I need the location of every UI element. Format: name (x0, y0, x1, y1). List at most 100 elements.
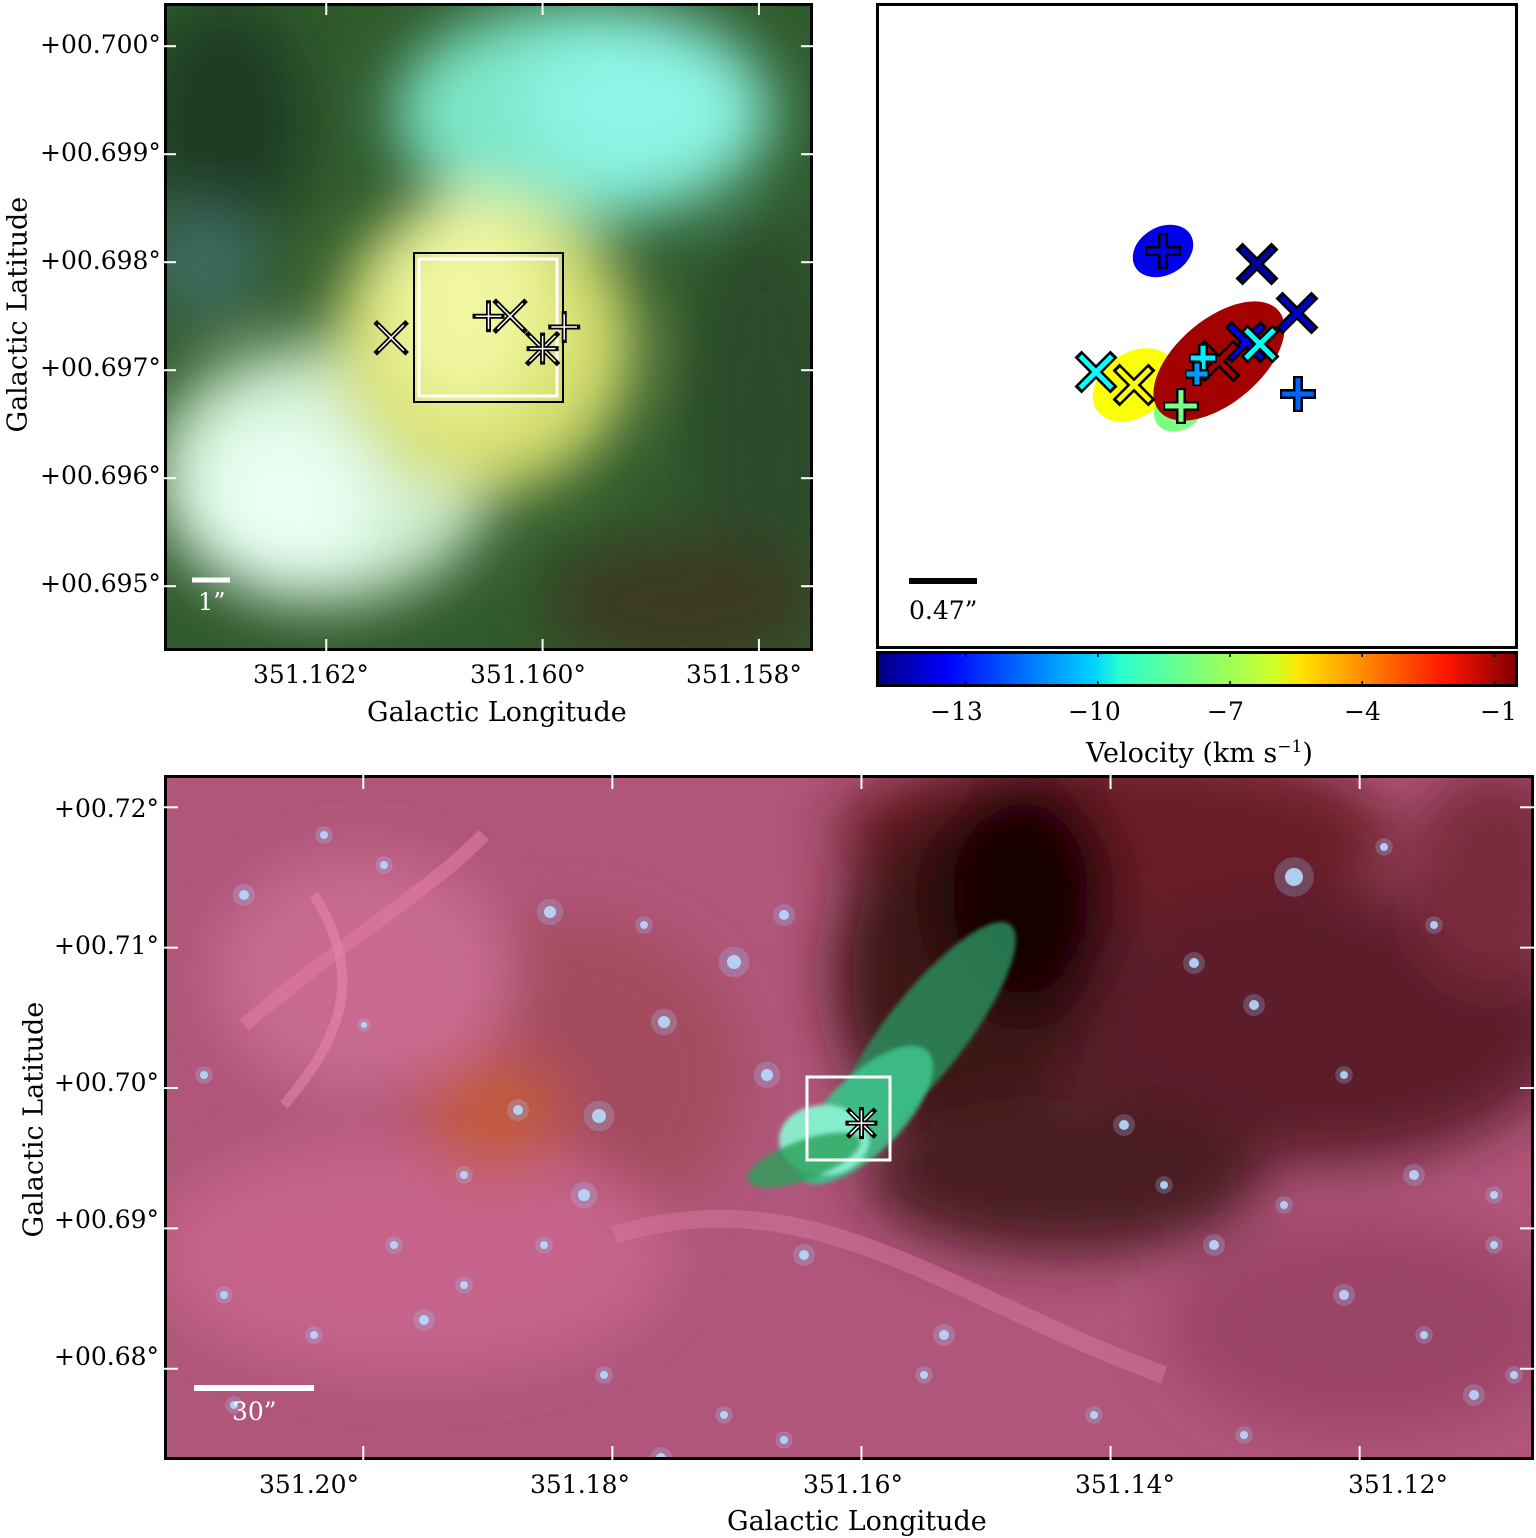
maser-spot-map (909, 224, 1319, 584)
maser-plus-marker (548, 311, 581, 343)
maser-markers (373, 298, 581, 367)
star-glow (715, 1406, 733, 1424)
star-glow (915, 1366, 933, 1384)
star-glow (233, 884, 255, 906)
xtick-label: 351.12° (1348, 1470, 1448, 1499)
star (1209, 1240, 1219, 1250)
star (419, 1315, 429, 1325)
star (390, 1241, 398, 1249)
star-glow (1203, 1234, 1225, 1256)
star (1119, 1120, 1129, 1130)
maser-spot-panel: 0.47” (876, 3, 1518, 649)
maser-spot-x-marker (1240, 324, 1280, 364)
star (540, 1241, 548, 1249)
star-glow (1375, 838, 1393, 856)
maser-spot-plus-marker (1185, 362, 1209, 386)
star-glow (305, 1326, 323, 1344)
colorbar-tick: −1 (1480, 697, 1517, 726)
star (780, 1436, 788, 1444)
star-glow (1274, 857, 1314, 897)
star-glow (455, 1166, 473, 1184)
ytick-label: +00.696° (40, 461, 161, 490)
xtick-label: 351.16° (803, 1470, 903, 1499)
star (920, 1371, 928, 1379)
ytick-label: +00.70° (54, 1068, 160, 1097)
star-glow (583, 1100, 615, 1132)
star (1240, 1431, 1248, 1439)
maser-x-marker (492, 298, 528, 334)
star (220, 1291, 228, 1299)
xtick-label: 351.20° (259, 1470, 359, 1499)
star (320, 831, 328, 839)
star-glow (1155, 1176, 1173, 1194)
maser-spot-x-marker (1112, 363, 1156, 407)
star-glow (507, 1099, 529, 1121)
ytick-label: +00.697° (40, 353, 161, 382)
star-glow (773, 904, 795, 926)
maser-spot-x-marker (1235, 242, 1279, 286)
star-glow (195, 1066, 213, 1084)
star-glow (650, 1008, 678, 1036)
star-glow (1243, 994, 1265, 1016)
star (779, 910, 789, 920)
star-glow (1485, 1186, 1503, 1204)
colorbar-title: Velocity (km s−1) (1086, 737, 1313, 769)
star (1469, 1390, 1479, 1400)
star (1285, 868, 1303, 886)
star-glow (455, 1276, 473, 1294)
star-glow (1333, 1284, 1355, 1306)
star (380, 861, 388, 869)
scale-bar-label: 0.47” (909, 596, 978, 625)
star-glow (1235, 1426, 1253, 1444)
star-glow (1505, 1366, 1523, 1384)
star (460, 1281, 468, 1289)
maser-spot-x-marker (1074, 350, 1118, 394)
star-glow (1335, 1066, 1353, 1084)
wide-field-panel: 30” (164, 775, 1534, 1460)
xtick-label: 351.18° (530, 1470, 630, 1499)
star (544, 906, 556, 918)
star-glow (753, 1061, 781, 1089)
star-glow (775, 1431, 793, 1449)
star (1510, 1371, 1518, 1379)
ytick-label: +00.69° (54, 1205, 160, 1234)
star-glow (413, 1309, 435, 1331)
wide-field-image (164, 775, 1534, 1460)
star (361, 1022, 367, 1028)
star (761, 1069, 773, 1081)
star (1490, 1241, 1498, 1249)
star (230, 1401, 238, 1409)
maser-plus-marker (845, 1107, 878, 1140)
star (658, 1016, 670, 1028)
ytick-label: +00.698° (40, 246, 161, 275)
star-glow (635, 916, 653, 934)
star-glow (650, 1447, 672, 1460)
xtick-label: 351.14° (1075, 1470, 1175, 1499)
zoom-image (164, 3, 813, 651)
ytick-label: +00.72° (54, 794, 160, 823)
star-glow (1425, 916, 1443, 934)
colorbar-tick: −13 (930, 697, 983, 726)
star-glow (933, 1324, 955, 1346)
maser-plus-marker (472, 300, 505, 333)
star (1189, 958, 1199, 968)
maser-spot-plus-marker (1163, 388, 1199, 424)
colorbar-title-sup: −1 (1277, 737, 1303, 757)
star (1280, 1201, 1288, 1209)
wide-field-frame (164, 775, 1534, 1460)
ytick-label: +00.699° (40, 138, 161, 167)
maser-x-marker (373, 320, 409, 356)
star (1409, 1170, 1419, 1180)
star (720, 1411, 728, 1419)
y-axis-title: Galactic Latitude (2, 196, 34, 433)
maser-spot-x-marker (1275, 291, 1319, 335)
star (600, 1371, 608, 1379)
x-axis-title: Galactic Longitude (367, 697, 627, 728)
star-glow (570, 1181, 598, 1209)
star-glow (1113, 1114, 1135, 1136)
star-glow (793, 1244, 815, 1266)
star-glow (315, 826, 333, 844)
region-box (805, 1075, 892, 1162)
star-glow (1085, 1406, 1103, 1424)
xtick-label: 351.160° (470, 660, 586, 689)
